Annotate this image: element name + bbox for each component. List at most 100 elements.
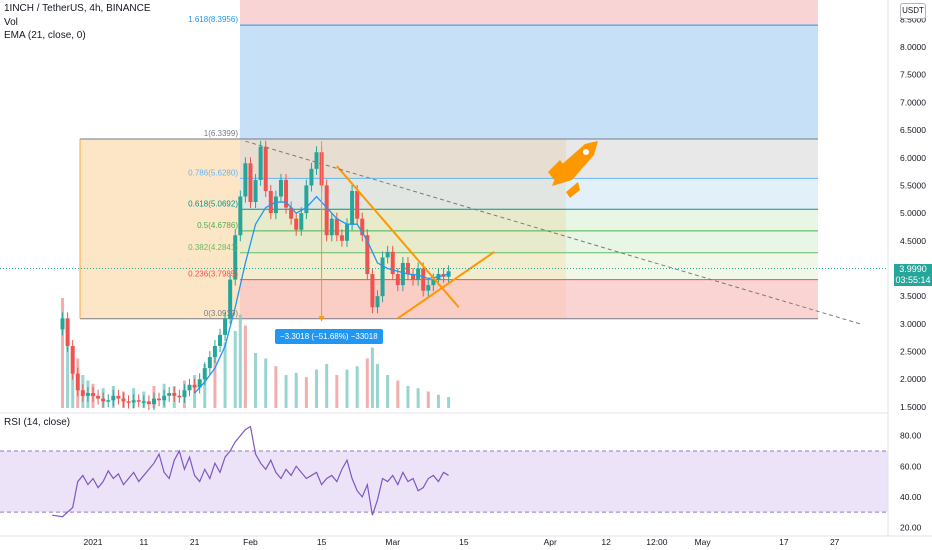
candle-body bbox=[223, 318, 228, 335]
volume-bar bbox=[436, 394, 440, 408]
volume-bar bbox=[213, 347, 217, 408]
last-price-tag: 3.9990 03:55:14 bbox=[894, 264, 932, 286]
rsi-tick-label: 40.00 bbox=[900, 492, 922, 502]
candle-body bbox=[385, 251, 390, 258]
time-tick-label: 11 bbox=[139, 537, 148, 547]
candle-body bbox=[390, 251, 395, 275]
volume-bar bbox=[304, 377, 308, 408]
measure-arrowhead bbox=[318, 316, 325, 322]
candle-body bbox=[106, 400, 111, 402]
candle-body bbox=[329, 218, 334, 236]
fib-zone-236 bbox=[240, 252, 818, 280]
price-tick-label: 2.5000 bbox=[900, 347, 926, 357]
candle-body bbox=[395, 274, 400, 286]
fib-labels: 0(3.0919) 0.236(3.7985) 0.382(4.2841) 0.5(4… bbox=[188, 15, 238, 318]
fib-level-label: 0.618(5.0692) bbox=[188, 199, 238, 208]
candle-body bbox=[278, 179, 283, 197]
candle-body bbox=[421, 268, 426, 291]
dashed-trendline bbox=[245, 140, 861, 325]
candle-body bbox=[116, 395, 121, 399]
rsi-legend: RSI (14, close) bbox=[4, 417, 71, 428]
drawing-tools[interactable] bbox=[0, 140, 888, 325]
measure-label: −3.3018 (−51.68%) −33018 bbox=[275, 329, 383, 344]
rsi-band bbox=[0, 450, 888, 513]
candle-body bbox=[365, 235, 370, 275]
price-tick-label: 5.5000 bbox=[900, 180, 926, 190]
triangle-lower-line bbox=[397, 251, 495, 320]
candle-body bbox=[111, 395, 116, 401]
candle-body bbox=[248, 163, 253, 203]
volume-bar bbox=[223, 342, 227, 408]
candle-body bbox=[167, 393, 172, 396]
candle-body bbox=[146, 401, 151, 405]
time-tick-label: 2021 bbox=[84, 537, 103, 547]
candle-body bbox=[202, 368, 207, 380]
candle-body bbox=[345, 224, 349, 241]
price-tick-label: 3.0000 bbox=[900, 319, 926, 329]
time-tick-label: May bbox=[695, 537, 712, 547]
volume-bar bbox=[233, 331, 237, 408]
fib-level-lines bbox=[79, 24, 818, 320]
price-tick-label: 5.0000 bbox=[900, 208, 926, 218]
volume-bar bbox=[426, 391, 430, 408]
candle-body bbox=[431, 279, 436, 286]
time-tick-label: 27 bbox=[830, 537, 840, 547]
rsi-tick-label: 80.00 bbox=[900, 431, 922, 441]
fib-zone-618 bbox=[240, 178, 818, 210]
candle-body bbox=[299, 213, 304, 230]
fib-zone-0 bbox=[240, 279, 818, 319]
candle-body bbox=[294, 218, 299, 230]
volume-bar bbox=[61, 298, 65, 408]
candle-body bbox=[177, 395, 182, 398]
candle-body bbox=[182, 390, 187, 397]
price-tick-label: 1.5000 bbox=[900, 402, 926, 412]
candle-body bbox=[416, 268, 421, 280]
candle-body bbox=[258, 146, 263, 180]
volume-bar bbox=[375, 364, 379, 408]
triangle-upper-line bbox=[336, 165, 460, 308]
volume-bar bbox=[365, 358, 369, 408]
price-tick-label: 6.0000 bbox=[900, 153, 926, 163]
candle-body bbox=[253, 179, 258, 203]
candle-body bbox=[212, 345, 217, 358]
time-tick-label: 15 bbox=[459, 537, 469, 547]
candle-body bbox=[60, 318, 65, 330]
vol-legend: Vol bbox=[4, 17, 18, 28]
candle-body bbox=[273, 196, 278, 214]
time-tick-label: Mar bbox=[385, 537, 400, 547]
candle-body bbox=[309, 168, 314, 186]
candle-body bbox=[314, 152, 319, 169]
fib-level-label: 0.786(5.6280) bbox=[188, 168, 238, 177]
candle-body bbox=[228, 279, 233, 319]
currency-button[interactable]: USDT bbox=[900, 3, 926, 19]
candle-body bbox=[157, 398, 162, 401]
price-tick-label: 8.5000 bbox=[900, 14, 926, 24]
bar-countdown: 03:55:14 bbox=[895, 275, 931, 285]
candle-body bbox=[411, 274, 416, 280]
fib-zone-top bbox=[240, 0, 818, 26]
volume-bar bbox=[335, 375, 339, 408]
volume-bar bbox=[345, 369, 349, 408]
candle-body bbox=[131, 400, 136, 403]
price-tick-label: 4.5000 bbox=[900, 236, 926, 246]
candle-body bbox=[426, 285, 431, 291]
volume-bar bbox=[315, 369, 319, 408]
candle-body bbox=[370, 274, 375, 308]
candle-body bbox=[136, 400, 141, 402]
candle-body bbox=[70, 345, 75, 374]
symbol-title: 1INCH / TetherUS, 4h, BINANCE bbox=[4, 3, 151, 14]
time-tick-label: Apr bbox=[544, 537, 557, 547]
volume-bar bbox=[284, 375, 288, 408]
fib-level-label: 1(6.3399) bbox=[204, 129, 239, 138]
fib-level-label: 0.236(3.7985) bbox=[188, 270, 238, 279]
volume-bar bbox=[294, 372, 298, 408]
price-tick-label: 2.0000 bbox=[900, 374, 926, 384]
volume-bar bbox=[386, 375, 390, 408]
candle-body bbox=[207, 357, 212, 369]
candle-body bbox=[151, 398, 156, 405]
candle-body bbox=[75, 373, 80, 391]
candle-body bbox=[324, 185, 329, 236]
time-tick-label: 12:00 bbox=[646, 537, 668, 547]
